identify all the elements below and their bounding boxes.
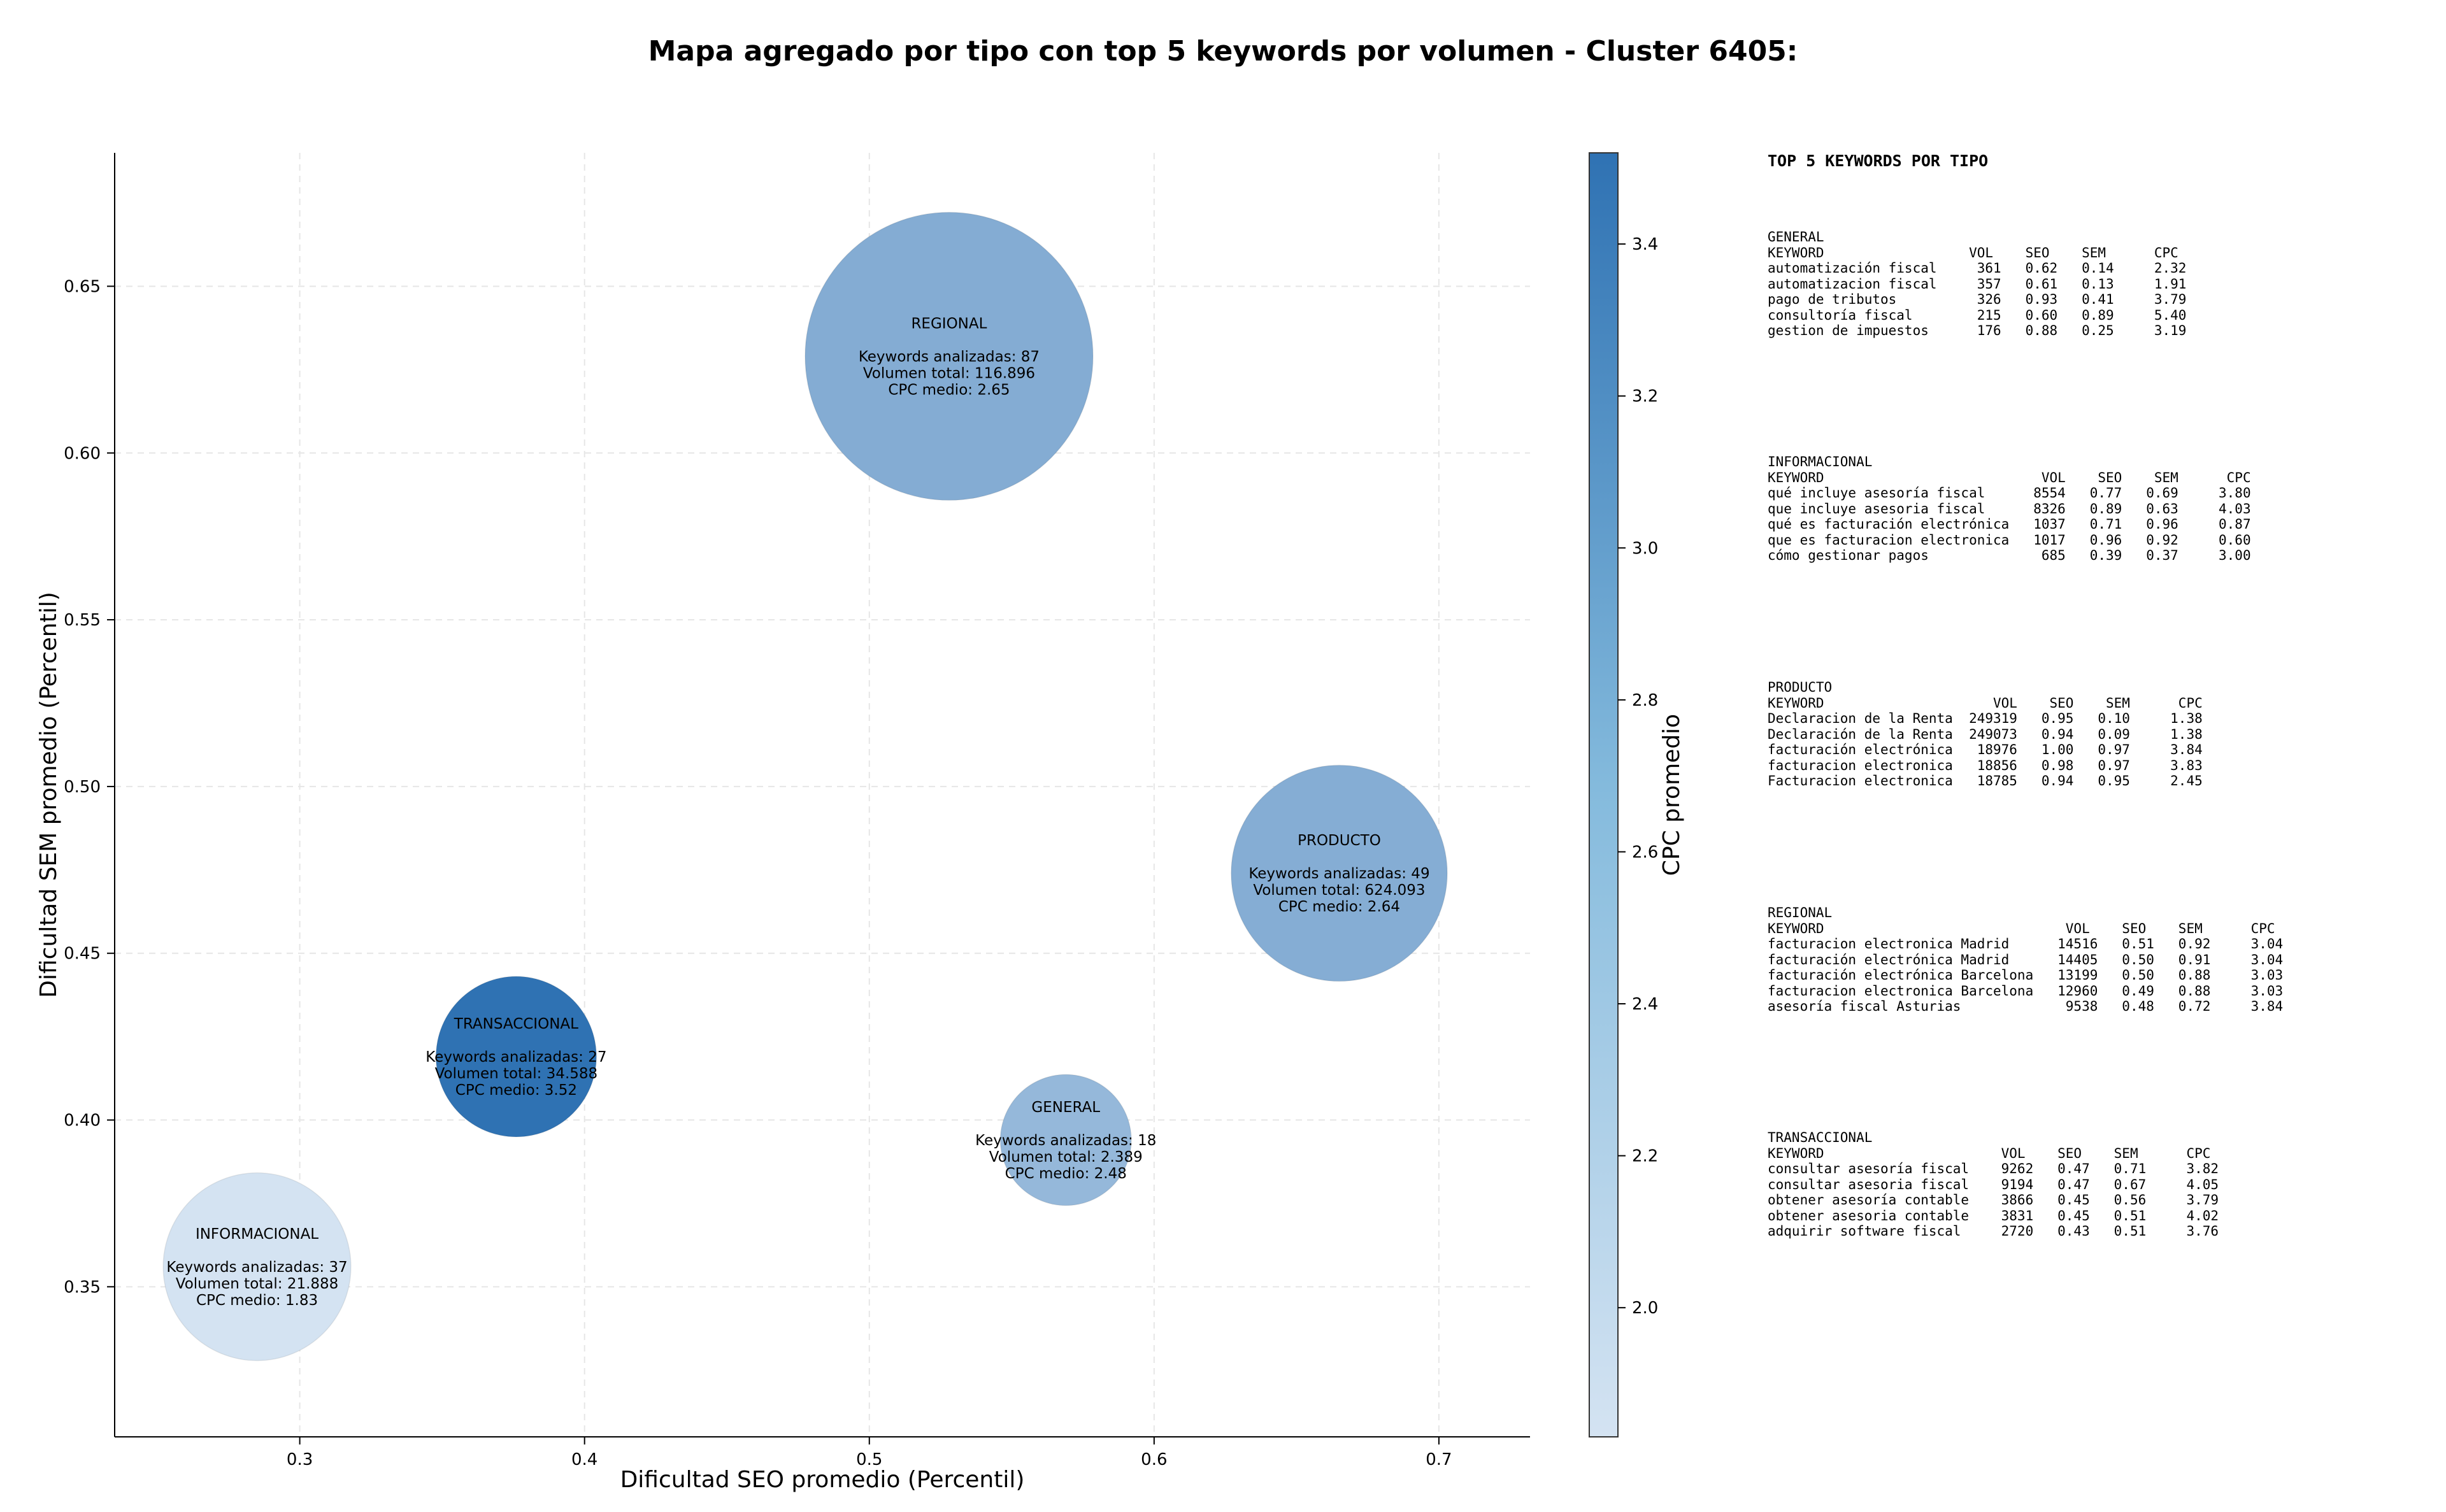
keyword-row: adquirir software fiscal 2720 0.43 0.51 … [1768,1223,2219,1239]
y-tick-label: 0.65 [64,277,101,296]
top-keywords-panel: TOP 5 KEYWORDS POR TIPO GENERAL KEYWORD V… [1768,152,2430,1239]
colorbar-tick-label: 3.2 [1632,387,1658,406]
keyword-block: PRODUCTO KEYWORD VOL SEO SEM CPC Declaraci… [1768,680,2203,789]
bubble-label: Volumen total: 21.888 [176,1276,339,1292]
keyword-block-title: REGIONAL [1768,905,1833,920]
bubble-label: Volumen total: 34.588 [435,1066,598,1082]
keyword-block-title: PRODUCTO [1768,680,1833,695]
keyword-row: facturación electrónica 18976 1.00 0.97 … [1768,742,2203,757]
bubble-label: TRANSACCIONAL [454,1016,578,1032]
keyword-row: facturacion electronica 18856 0.98 0.97 … [1768,757,2203,773]
bubble-label: GENERAL [1031,1099,1100,1116]
keyword-row: consultar asesoría fiscal 9262 0.47 0.71… [1768,1161,2219,1176]
keyword-row: automatizacion fiscal 357 0.61 0.13 1.91 [1768,276,2187,292]
colorbar-tick-label: 2.6 [1632,843,1658,862]
colorbar-tick-label: 2.0 [1632,1299,1658,1318]
bubble-label: CPC medio: 2.64 [1278,899,1400,915]
keyword-row: Declaración de la Renta 249073 0.94 0.09… [1768,726,2203,742]
bubble-label: INFORMACIONAL [196,1226,318,1243]
bubble-label: CPC medio: 3.52 [455,1082,577,1099]
bubble-label: CPC medio: 1.83 [196,1292,318,1309]
keyword-block-title: INFORMACIONAL [1768,454,1873,469]
keyword-row: facturación electrónica Madrid 14405 0.5… [1768,952,2284,967]
keyword-block-title: TRANSACCIONAL [1768,1130,1873,1145]
keyword-row: facturacion electronica Madrid 14516 0.5… [1768,936,2284,952]
keyword-row: que es facturacion electronica 1017 0.96… [1768,532,2251,548]
bubble-label: Keywords analizadas: 87 [859,348,1040,365]
bubble-label: Keywords analizadas: 49 [1248,866,1429,882]
keyword-row: que incluye asesoria fiscal 8326 0.89 0.… [1768,501,2251,517]
colorbar [1589,152,1619,1437]
keyword-block-title: GENERAL [1768,229,1824,245]
keyword-table-header: KEYWORD VOL SEO SEM CPC [1768,920,2275,936]
y-tick-label: 0.35 [64,1278,101,1297]
x-axis-label: Dificultad SEO promedio (Percentil) [620,1467,1025,1493]
keyword-table-header: KEYWORD VOL SEO SEM CPC [1768,469,2251,485]
colorbar-tick-label: 3.4 [1632,235,1658,254]
bubble-informacional [162,1172,352,1362]
colorbar-tick-label: 3.0 [1632,539,1658,558]
x-tick-label: 0.6 [1141,1450,1167,1469]
y-axis-label: Dificultad SEM promedio (Percentil) [36,592,62,998]
bubble-label: Volumen total: 2.389 [989,1149,1143,1166]
keyword-block: REGIONAL KEYWORD VOL SEO SEM CPC facturaci… [1768,905,2283,1015]
y-tick-label: 0.45 [64,945,101,964]
keyword-row: obtener asesoría contable 3866 0.45 0.56… [1768,1192,2219,1208]
bubble-label: Keywords analizadas: 27 [426,1049,606,1066]
keyword-block: GENERAL KEYWORD VOL SEO SEM CPC automatiza… [1768,229,2186,339]
bubble-producto [1231,764,1448,982]
keyword-table-header: KEYWORD VOL SEO SEM CPC [1768,695,2203,711]
colorbar-label: CPC promedio [1659,714,1685,876]
bubble-label: CPC medio: 2.48 [1005,1166,1127,1182]
keyword-row: asesoría fiscal Asturias 9538 0.48 0.72 … [1768,999,2284,1014]
y-tick-label: 0.60 [64,444,101,463]
bubble-label: REGIONAL [911,315,987,332]
keyword-row: facturación electrónica Barcelona 13199 … [1768,967,2284,983]
keyword-block: INFORMACIONAL KEYWORD VOL SEO SEM CPC qué … [1768,454,2251,564]
bubble-regional [805,211,1094,501]
y-tick-label: 0.40 [64,1111,101,1130]
keyword-row: facturacion electronica Barcelona 12960 … [1768,983,2284,999]
keyword-row: qué incluye asesoría fiscal 8554 0.77 0.… [1768,485,2251,501]
keyword-row: cómo gestionar pagos 685 0.39 0.37 3.00 [1768,548,2251,563]
keyword-row: consultoría fiscal 215 0.60 0.89 5.40 [1768,307,2187,323]
keyword-row: obtener asesoria contable 3831 0.45 0.51… [1768,1208,2219,1223]
x-tick-label: 0.5 [856,1450,882,1469]
bubble-label: CPC medio: 2.65 [888,382,1010,398]
x-tick-label: 0.3 [287,1450,313,1469]
colorbar-tick-label: 2.4 [1632,995,1658,1014]
colorbar-tick-label: 2.2 [1632,1147,1658,1166]
chart-title: Mapa agregado por tipo con top 5 keyword… [648,35,1798,68]
keyword-block: TRANSACCIONAL KEYWORD VOL SEO SEM CPC cons… [1768,1130,2219,1239]
keyword-table-header: KEYWORD VOL SEO SEM CPC [1768,245,2178,260]
keyword-row: pago de tributos 326 0.93 0.41 3.79 [1768,292,2187,307]
top-keywords-title: TOP 5 KEYWORDS POR TIPO [1768,152,1989,170]
keyword-row: qué es facturación electrónica 1037 0.71… [1768,517,2251,532]
bubble-label: Keywords analizadas: 37 [166,1259,347,1276]
x-tick-label: 0.4 [571,1450,597,1469]
keyword-row: Declaracion de la Renta 249319 0.95 0.10… [1768,711,2203,726]
bubble-label: PRODUCTO [1298,832,1381,849]
bubble-label: Volumen total: 624.093 [1253,882,1425,899]
keyword-table-header: KEYWORD VOL SEO SEM CPC [1768,1145,2211,1161]
keyword-row: automatización fiscal 361 0.62 0.14 2.32 [1768,260,2187,276]
y-tick-label: 0.50 [64,778,101,797]
keyword-row: gestion de impuestos 176 0.88 0.25 3.19 [1768,323,2187,338]
bubble-general [999,1074,1132,1206]
y-tick-label: 0.55 [64,611,101,630]
keyword-row: Facturacion electronica 18785 0.94 0.95 … [1768,773,2203,788]
bubble-transaccional [435,976,597,1138]
keyword-row: consultar asesoria fiscal 9194 0.47 0.67… [1768,1176,2219,1192]
colorbar-tick-label: 2.8 [1632,691,1658,710]
x-tick-label: 0.7 [1426,1450,1452,1469]
bubble-label: Volumen total: 116.896 [863,365,1035,382]
bubble-label: Keywords analizadas: 18 [975,1132,1156,1149]
